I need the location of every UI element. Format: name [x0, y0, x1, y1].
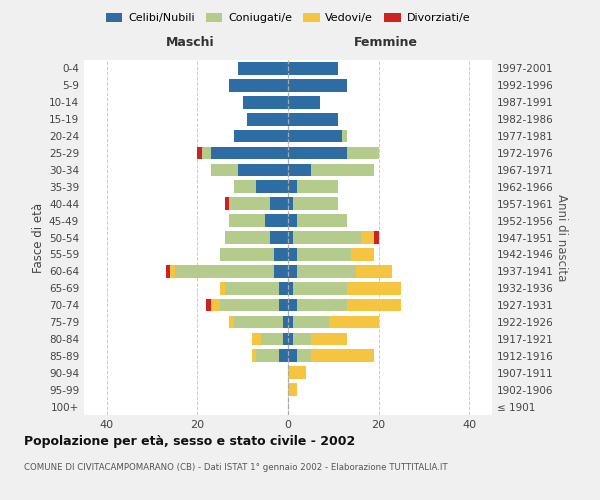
Bar	[288, 113, 338, 126]
Bar	[220, 282, 224, 294]
Bar	[233, 180, 256, 193]
Bar	[288, 265, 297, 278]
Bar	[197, 146, 202, 160]
Bar	[238, 62, 288, 75]
Bar	[211, 299, 220, 312]
Bar	[224, 231, 270, 244]
Text: Popolazione per età, sesso e stato civile - 2002: Popolazione per età, sesso e stato civil…	[24, 435, 355, 448]
Bar	[288, 180, 297, 193]
Bar	[297, 299, 347, 312]
Bar	[288, 366, 306, 379]
Bar	[233, 130, 288, 142]
Bar	[329, 316, 379, 328]
Bar	[293, 282, 347, 294]
Bar	[297, 248, 352, 260]
Bar	[288, 130, 343, 142]
Bar	[311, 164, 374, 176]
Bar	[347, 299, 401, 312]
Bar	[279, 299, 288, 312]
Bar	[347, 282, 401, 294]
Bar	[288, 79, 347, 92]
Bar	[274, 248, 288, 260]
Bar	[220, 299, 279, 312]
Bar	[288, 384, 297, 396]
Bar	[274, 265, 288, 278]
Bar	[297, 350, 311, 362]
Bar	[293, 231, 361, 244]
Bar	[229, 198, 270, 210]
Bar	[288, 350, 297, 362]
Bar	[293, 316, 329, 328]
Bar	[229, 79, 288, 92]
Bar	[265, 214, 288, 227]
Bar	[288, 231, 293, 244]
Bar	[224, 282, 279, 294]
Bar	[220, 248, 274, 260]
Bar	[224, 198, 229, 210]
Bar	[206, 299, 211, 312]
Bar	[361, 231, 374, 244]
Bar	[288, 164, 311, 176]
Bar	[202, 146, 211, 160]
Bar	[297, 214, 347, 227]
Bar	[252, 332, 261, 345]
Bar	[352, 248, 374, 260]
Bar	[252, 350, 256, 362]
Bar	[288, 332, 293, 345]
Bar	[311, 350, 374, 362]
Text: Maschi: Maschi	[166, 36, 214, 50]
Bar	[288, 96, 320, 108]
Bar	[283, 332, 288, 345]
Bar	[293, 332, 311, 345]
Bar	[288, 316, 293, 328]
Bar	[347, 146, 379, 160]
Bar	[166, 265, 170, 278]
Bar	[288, 214, 297, 227]
Legend: Celibi/Nubili, Coniugati/e, Vedovi/e, Divorziati/e: Celibi/Nubili, Coniugati/e, Vedovi/e, Di…	[101, 8, 475, 28]
Y-axis label: Anni di nascita: Anni di nascita	[554, 194, 568, 281]
Bar	[211, 164, 238, 176]
Bar	[229, 214, 265, 227]
Bar	[297, 265, 356, 278]
Bar	[211, 146, 288, 160]
Bar	[288, 146, 347, 160]
Bar	[293, 198, 338, 210]
Bar	[256, 180, 288, 193]
Bar	[311, 332, 347, 345]
Bar	[261, 332, 283, 345]
Bar	[233, 316, 283, 328]
Bar	[279, 350, 288, 362]
Text: Femmine: Femmine	[354, 36, 418, 50]
Bar	[175, 265, 274, 278]
Y-axis label: Fasce di età: Fasce di età	[32, 202, 45, 272]
Bar	[288, 248, 297, 260]
Bar	[288, 299, 297, 312]
Bar	[229, 316, 233, 328]
Bar	[170, 265, 175, 278]
Bar	[356, 265, 392, 278]
Bar	[238, 164, 288, 176]
Bar	[288, 62, 338, 75]
Bar	[288, 282, 293, 294]
Bar	[270, 198, 288, 210]
Bar	[288, 198, 293, 210]
Bar	[297, 180, 338, 193]
Bar	[283, 316, 288, 328]
Bar	[343, 130, 347, 142]
Bar	[270, 231, 288, 244]
Text: COMUNE DI CIVITACAMPOMARANO (CB) - Dati ISTAT 1° gennaio 2002 - Elaborazione TUT: COMUNE DI CIVITACAMPOMARANO (CB) - Dati …	[24, 462, 448, 471]
Bar	[247, 113, 288, 126]
Bar	[242, 96, 288, 108]
Bar	[279, 282, 288, 294]
Bar	[256, 350, 279, 362]
Bar	[374, 231, 379, 244]
